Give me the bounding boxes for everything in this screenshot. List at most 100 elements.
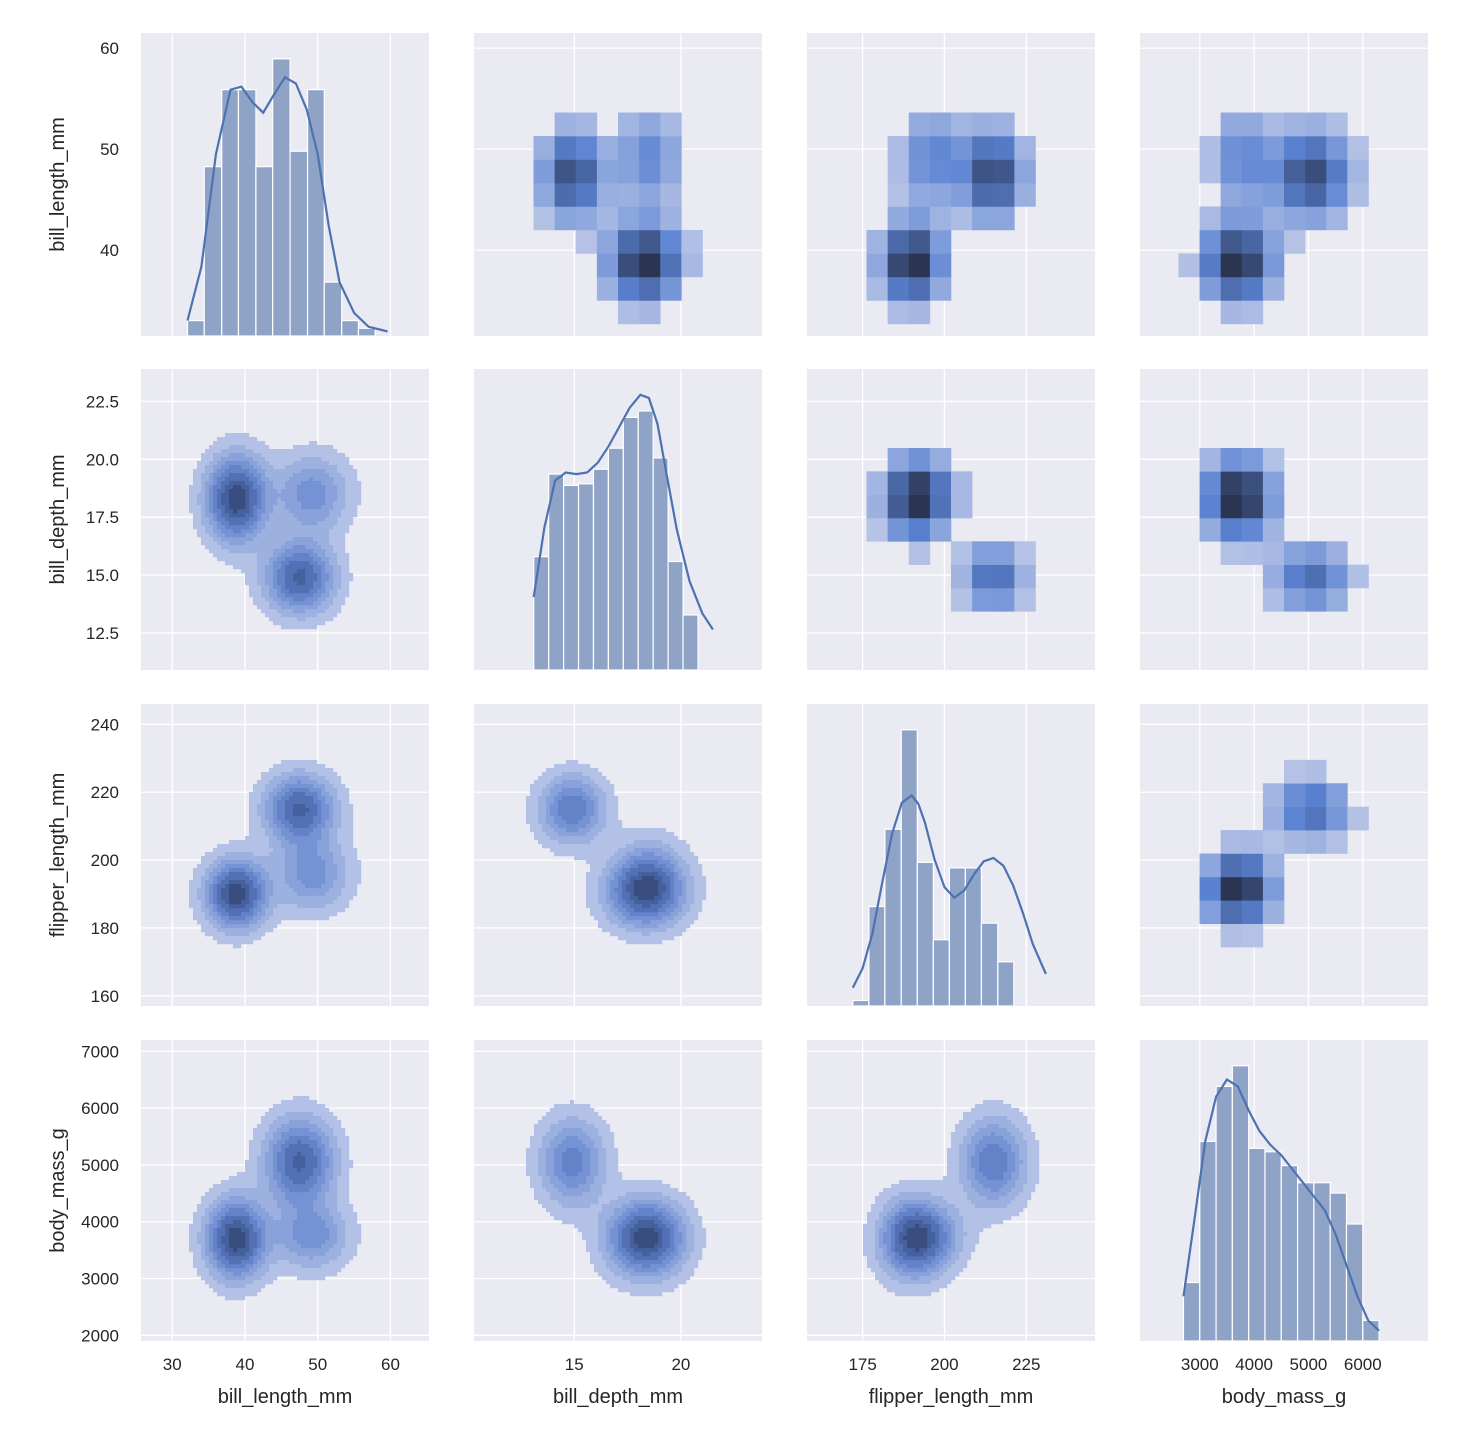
- hist2d-cell: [1262, 136, 1285, 160]
- hist2d-cell: [908, 471, 931, 495]
- hist2d-cell: [1220, 253, 1243, 278]
- hist2d-cell: [972, 587, 994, 612]
- histogram-bar: [948, 867, 967, 1006]
- hist2d-cell: [1241, 159, 1264, 184]
- y-tick-label: 240: [91, 715, 119, 734]
- hist2d-cell: [1326, 541, 1348, 565]
- hist2d-cell: [929, 112, 952, 137]
- histogram-bar: [203, 166, 223, 336]
- hist2d-cell: [951, 541, 973, 565]
- hist2d-cell: [618, 182, 640, 207]
- hist2d-cell: [1305, 759, 1327, 784]
- histogram-bar: [1182, 1281, 1201, 1341]
- panel-flipper_length_mm-vs-body_mass_g: [1140, 704, 1428, 1006]
- hist2d-cell: [908, 159, 931, 184]
- histogram-bar: [1199, 1140, 1217, 1341]
- x-tick-label: 4000: [1235, 1355, 1273, 1374]
- hist2d-cell: [887, 206, 910, 231]
- y-tick-label: 50: [100, 140, 119, 159]
- hist2d-cell: [1220, 206, 1243, 231]
- hist2d-cell: [596, 159, 619, 184]
- y-axis-label-bill_depth_mm: bill_depth_mm: [47, 454, 69, 584]
- hist2d-cell: [639, 182, 661, 207]
- panel-marks: [866, 112, 1036, 325]
- histogram-bar: [980, 922, 999, 1006]
- panel-bill_length_mm-vs-bill_depth_mm: [474, 33, 762, 336]
- hist2d-cell: [972, 206, 994, 231]
- hist2d-cell: [1284, 136, 1306, 160]
- y-axis-label-bill_length_mm: bill_length_mm: [47, 117, 69, 252]
- hist2d-cell: [1284, 541, 1306, 565]
- hist2d-cell: [887, 471, 910, 495]
- histogram-bar: [289, 150, 309, 336]
- histogram-bar: [237, 89, 257, 336]
- histogram-bar: [1215, 1085, 1233, 1341]
- hist2d-cell: [887, 229, 910, 254]
- hist2d-cell: [866, 494, 888, 519]
- histogram-bar: [682, 614, 699, 670]
- hist2d-cell: [951, 182, 973, 207]
- x-axis-label-bill_depth_mm: bill_depth_mm: [553, 1386, 683, 1408]
- hist2d-cell: [1262, 276, 1285, 301]
- kde-line: [532, 393, 714, 631]
- y-tick-label: 3000: [81, 1270, 119, 1289]
- hist2d-cell: [596, 182, 619, 207]
- hist2d-cell: [1199, 494, 1221, 519]
- hist2d-cell: [908, 494, 931, 519]
- x-axis-label-bill_length_mm: bill_length_mm: [218, 1386, 353, 1408]
- hist2d-cell: [660, 206, 682, 231]
- hist2d-cell: [1305, 136, 1327, 160]
- hist2d-cell: [951, 112, 973, 137]
- hist2d-cell: [1326, 206, 1348, 231]
- hist2d-cell: [1347, 564, 1369, 589]
- x-tick-label: 5000: [1290, 1355, 1328, 1374]
- hist2d-cell: [681, 229, 703, 254]
- hist2d-cell: [1199, 471, 1221, 495]
- hist2d-cell: [1284, 783, 1306, 807]
- hist2d-cell: [1220, 900, 1243, 925]
- hist2d-cell: [1262, 806, 1285, 831]
- hist2d-cell: [929, 136, 952, 160]
- x-tick-label: 200: [930, 1355, 958, 1374]
- hist2d-cell: [1220, 229, 1243, 254]
- hist2d-cell: [887, 517, 910, 542]
- hist2d-cell: [1284, 759, 1306, 784]
- hist2d-cell: [929, 253, 952, 278]
- hist2d-cell: [1326, 112, 1348, 137]
- panel-marks: [526, 1100, 707, 1297]
- hist2d-cell: [1305, 112, 1327, 137]
- hist2d-cell: [1305, 159, 1327, 184]
- panel-bill_length_mm-vs-body_mass_g: [1140, 33, 1428, 336]
- hist2d-cell: [993, 159, 1015, 184]
- panel-marks: [851, 729, 1047, 1006]
- hist2d-cell: [1178, 253, 1200, 278]
- hist2d-cell: [908, 448, 931, 472]
- panel-bill_depth_mm-vs-bill_length_mm: [141, 369, 429, 670]
- hist2d-cell: [929, 517, 952, 542]
- y-tick-label: 220: [91, 783, 119, 802]
- histogram-bar: [667, 560, 684, 670]
- histogram-bar: [868, 905, 886, 1006]
- hist2d-cell: [1241, 136, 1264, 160]
- hist2d-cell: [1262, 853, 1285, 878]
- panel-marks: [1182, 1065, 1380, 1341]
- panel-body_mass_g-vs-bill_depth_mm: [474, 1040, 762, 1341]
- hist2d-cell: [1241, 900, 1264, 925]
- hist2d-cell: [639, 300, 661, 325]
- hist2d-cell: [929, 229, 952, 254]
- kde-contour-level: [634, 876, 659, 901]
- hist2d-cell: [929, 494, 952, 519]
- hist2d-cell: [1241, 541, 1264, 565]
- kde-line: [851, 793, 1047, 989]
- panel-body_mass_g-vs-body_mass_g: [1140, 1040, 1428, 1341]
- hist2d-cell: [1305, 830, 1327, 854]
- y-tick-label: 2000: [81, 1326, 119, 1345]
- hist2d-cell: [1262, 448, 1285, 472]
- hist2d-cell: [908, 206, 931, 231]
- y-tick-label: 5000: [81, 1156, 119, 1175]
- hist2d-cell: [618, 159, 640, 184]
- hist2d-cell: [1284, 182, 1306, 207]
- hist2d-cell: [639, 159, 661, 184]
- panel-marks: [189, 1096, 362, 1301]
